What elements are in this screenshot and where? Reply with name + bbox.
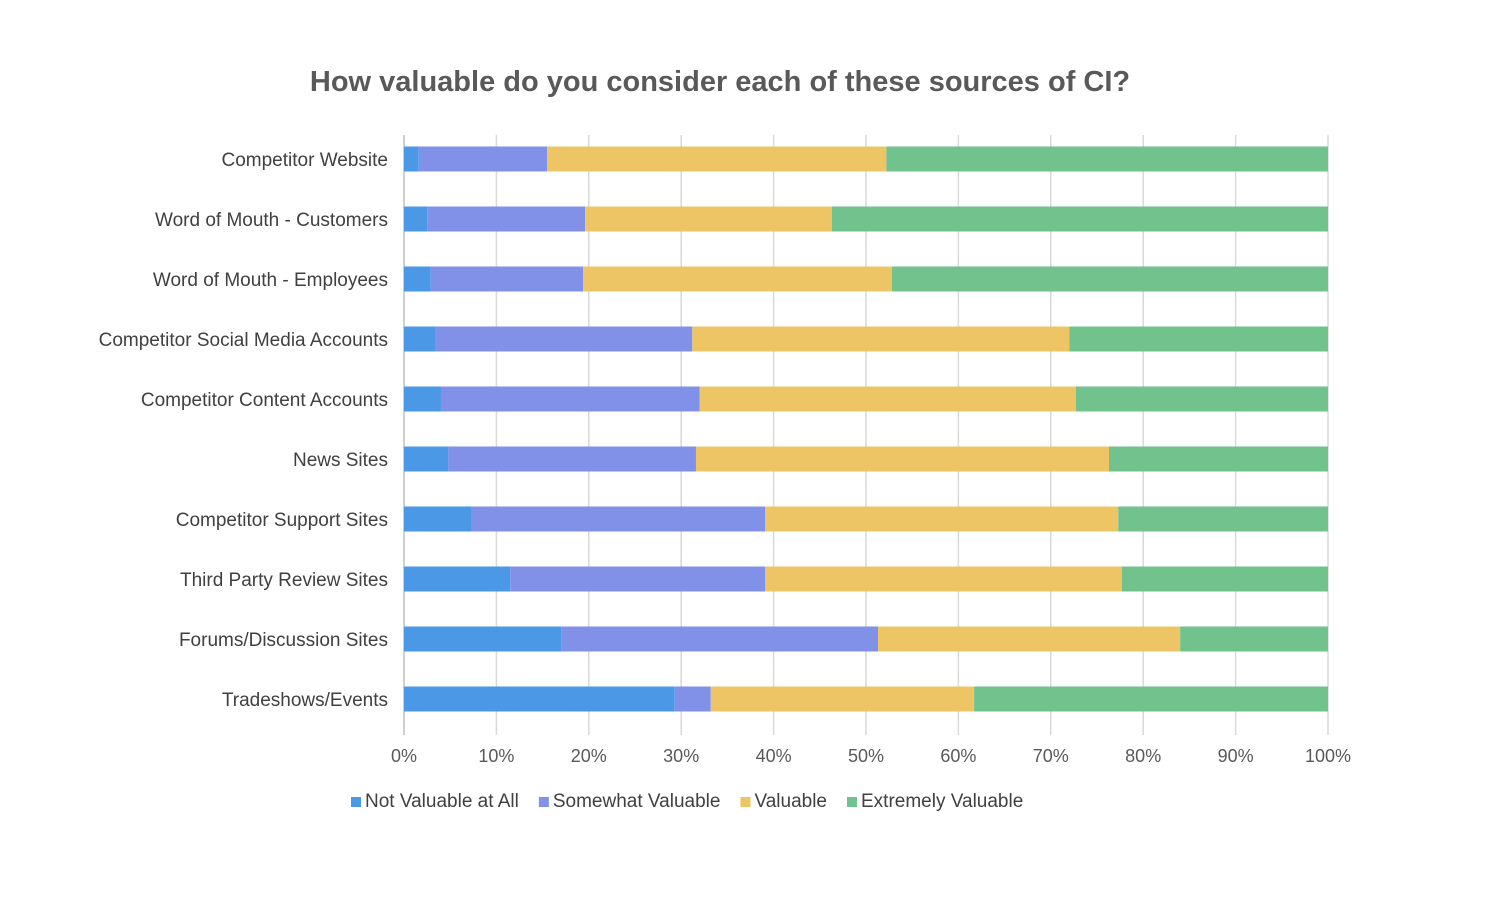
legend-swatch <box>351 797 361 807</box>
bar-segment-somewhat-valuable <box>435 326 693 352</box>
bar-segment-somewhat-valuable <box>561 626 879 652</box>
bar-segment-valuable <box>695 446 1110 472</box>
legend-label: Valuable <box>754 791 827 812</box>
legend-swatch <box>847 797 857 807</box>
legend-label: Somewhat Valuable <box>553 791 721 812</box>
bar-segment-extremely-valuable <box>886 146 1328 172</box>
y-category-label: Word of Mouth - Employees <box>153 270 388 291</box>
y-category-label: Third Party Review Sites <box>180 570 388 591</box>
bar-segment-extremely-valuable <box>1075 386 1328 412</box>
y-category-label: Competitor Social Media Accounts <box>99 330 388 351</box>
y-category-label: Competitor Support Sites <box>176 510 388 531</box>
y-category-label: Word of Mouth - Customers <box>155 210 388 231</box>
bar-segment-extremely-valuable <box>1180 626 1328 652</box>
y-category-label: Tradeshows/Events <box>222 690 388 711</box>
bar-segment-not-valuable-at-all <box>404 326 436 352</box>
x-tick-label: 40% <box>756 746 792 766</box>
y-category-label: Competitor Website <box>222 150 389 171</box>
bar-segment-somewhat-valuable <box>674 686 711 712</box>
x-tick-label: 70% <box>1033 746 1069 766</box>
bar-segment-extremely-valuable <box>1069 326 1328 352</box>
bar-segment-extremely-valuable <box>1118 506 1328 532</box>
bar-segment-extremely-valuable <box>1121 566 1328 592</box>
bar-segment-not-valuable-at-all <box>404 146 419 172</box>
y-category-label: News Sites <box>293 450 388 471</box>
x-tick-label: 80% <box>1125 746 1161 766</box>
x-tick-label: 50% <box>848 746 884 766</box>
bar-segment-valuable <box>583 266 892 292</box>
bar-segment-not-valuable-at-all <box>404 266 431 292</box>
bar-segment-somewhat-valuable <box>418 146 548 172</box>
x-tick-label: 10% <box>478 746 514 766</box>
bar-segment-somewhat-valuable <box>471 506 766 532</box>
bar-segment-somewhat-valuable <box>448 446 696 472</box>
bar-segment-valuable <box>547 146 887 172</box>
bar-segment-valuable <box>878 626 1181 652</box>
legend-label: Not Valuable at All <box>365 791 519 812</box>
bar-segment-somewhat-valuable <box>430 266 584 292</box>
bar-segment-valuable <box>765 506 1119 532</box>
y-category-label: Competitor Content Accounts <box>141 390 388 411</box>
bar-segment-somewhat-valuable <box>510 566 766 592</box>
bar-segment-extremely-valuable <box>831 206 1328 232</box>
bar-segment-not-valuable-at-all <box>404 446 449 472</box>
bar-segment-valuable <box>710 686 975 712</box>
y-category-label: Forums/Discussion Sites <box>179 630 388 651</box>
bar-segment-valuable <box>765 566 1122 592</box>
bar-segment-valuable <box>692 326 1070 352</box>
bar-segment-extremely-valuable <box>891 266 1328 292</box>
legend-label: Extremely Valuable <box>861 791 1023 812</box>
bar-segment-not-valuable-at-all <box>404 626 562 652</box>
bar-segment-somewhat-valuable <box>427 206 586 232</box>
bar-segment-valuable <box>585 206 832 232</box>
legend-swatch <box>538 797 549 807</box>
x-tick-label: 0% <box>391 746 417 766</box>
x-tick-label: 90% <box>1218 746 1254 766</box>
legend-swatch <box>740 797 751 807</box>
x-tick-label: 30% <box>663 746 699 766</box>
bar-segment-not-valuable-at-all <box>404 566 511 592</box>
bar-segment-somewhat-valuable <box>440 386 700 412</box>
bar-segment-extremely-valuable <box>1109 446 1328 472</box>
bar-segment-not-valuable-at-all <box>404 386 441 412</box>
bar-segment-extremely-valuable <box>974 686 1328 712</box>
x-tick-label: 100% <box>1305 746 1351 766</box>
bar-segment-not-valuable-at-all <box>404 686 675 712</box>
chart-title: How valuable do you consider each of the… <box>310 66 1130 98</box>
bar-segment-valuable <box>699 386 1076 412</box>
bar-segment-not-valuable-at-all <box>404 206 428 232</box>
bar-segment-not-valuable-at-all <box>404 506 472 532</box>
x-tick-label: 60% <box>940 746 976 766</box>
x-tick-label: 20% <box>571 746 607 766</box>
